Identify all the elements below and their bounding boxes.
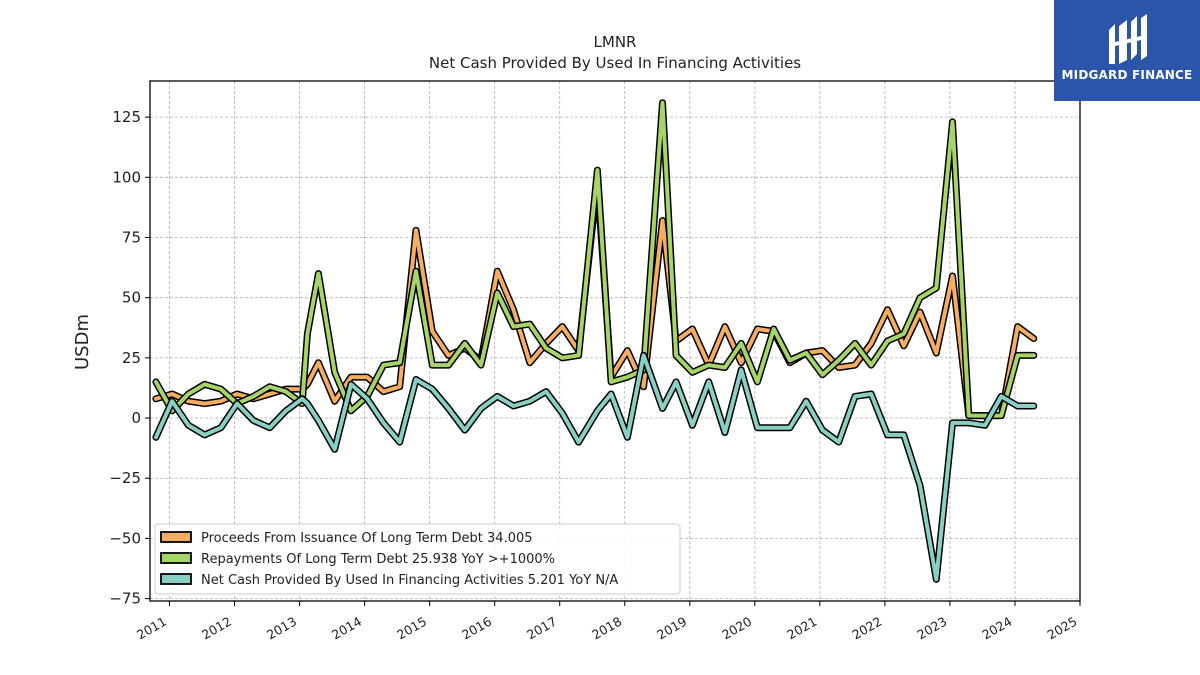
legend-box xyxy=(154,523,681,595)
y-tick-label: 0 xyxy=(131,409,141,427)
y-axis-label: USDm xyxy=(72,314,93,370)
legend-label: Proceeds From Issuance Of Long Term Debt… xyxy=(201,531,533,546)
legend-label: Net Cash Provided By Used In Financing A… xyxy=(201,573,618,588)
x-tick-label: 2014 xyxy=(329,614,364,643)
x-tick-label: 2018 xyxy=(589,614,624,643)
x-tick-label: 2020 xyxy=(719,614,754,643)
legend-label: Repayments Of Long Term Debt 25.938 YoY … xyxy=(201,552,555,567)
y-tick-label: −75 xyxy=(109,590,141,608)
brand-logo: MIDGARD FINANCE xyxy=(1054,0,1200,101)
x-tick-label: 2025 xyxy=(1044,614,1079,643)
x-tick-label: 2024 xyxy=(979,614,1014,643)
y-tick-label: 25 xyxy=(122,349,141,367)
legend-swatch xyxy=(160,573,192,585)
x-tick-label: 2023 xyxy=(914,614,949,643)
x-tick-label: 2015 xyxy=(394,614,429,643)
plot-lines xyxy=(152,99,1038,583)
series-2-outline xyxy=(152,99,1038,420)
y-tick-label: 125 xyxy=(112,108,141,126)
y-tick-label: −25 xyxy=(109,469,141,487)
legend-swatch xyxy=(160,531,192,543)
grid xyxy=(150,81,1081,601)
chart-title: LMNR xyxy=(594,33,637,51)
legend: Proceeds From Issuance Of Long Term Debt… xyxy=(154,523,681,595)
x-tick-label: 2019 xyxy=(654,614,689,643)
plot-frame xyxy=(149,80,1081,602)
x-tick-label: 2012 xyxy=(199,614,234,643)
x-tick-label: 2016 xyxy=(459,614,494,643)
series-2-line xyxy=(153,100,1036,418)
x-tick-label: 2013 xyxy=(264,614,299,643)
y-tick-label: 75 xyxy=(122,228,141,246)
y-tick-label: −50 xyxy=(109,529,141,547)
y-tick-label: 50 xyxy=(122,289,141,307)
legend-swatch xyxy=(160,552,192,564)
x-tick-label: 2011 xyxy=(134,614,169,643)
series-3-line xyxy=(153,353,1036,582)
y-tick-label: 100 xyxy=(112,168,141,186)
x-tick-label: 2021 xyxy=(784,614,819,643)
chart-subtitle: Net Cash Provided By Used In Financing A… xyxy=(429,54,801,72)
x-tick-label: 2017 xyxy=(524,614,559,643)
logo-mark-icon xyxy=(1109,14,1147,64)
logo-text: MIDGARD FINANCE xyxy=(1061,68,1193,82)
x-tick-label: 2022 xyxy=(849,614,884,643)
